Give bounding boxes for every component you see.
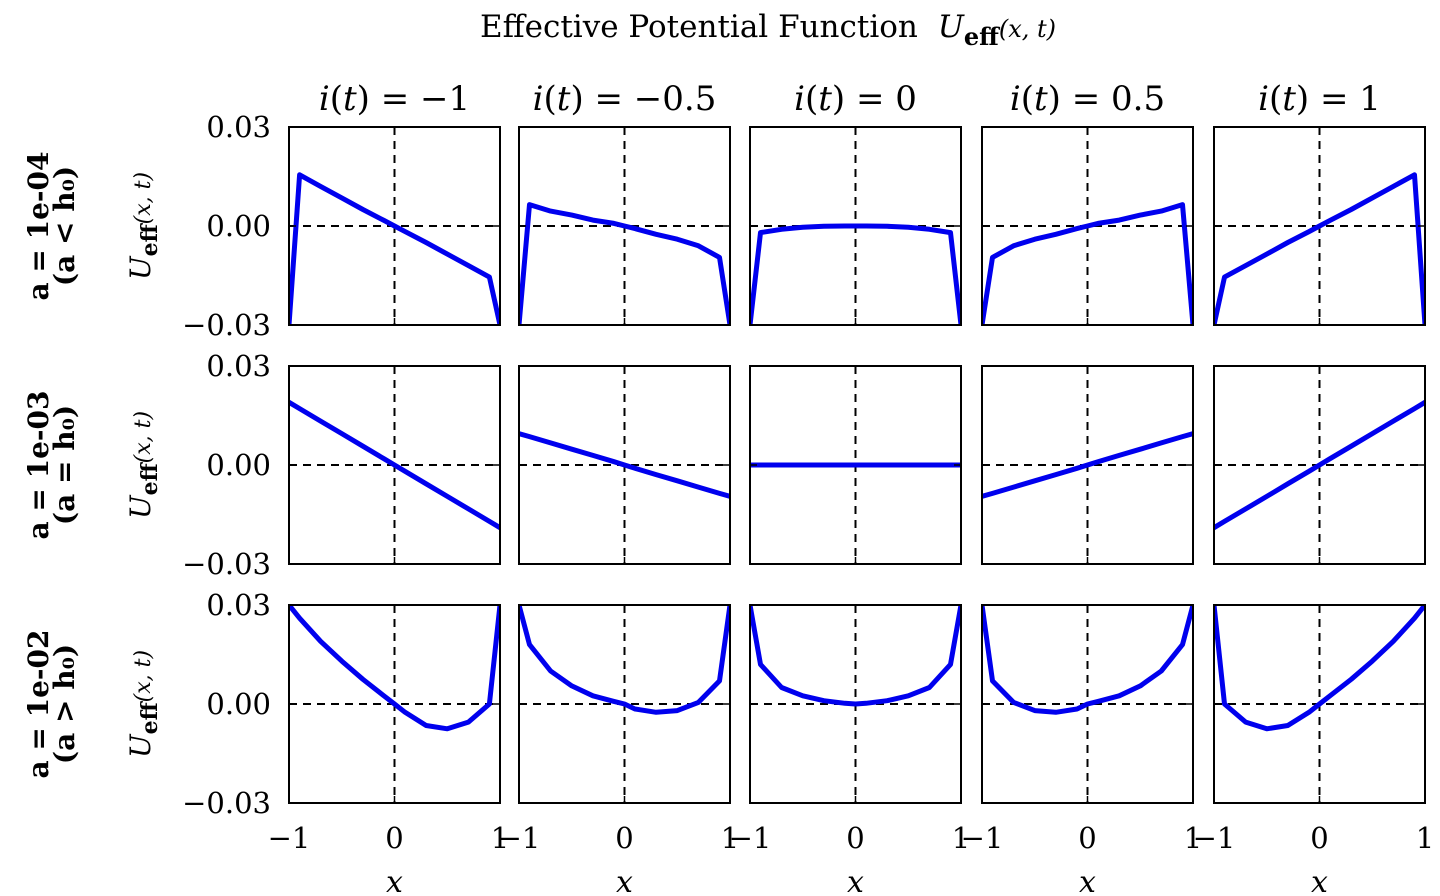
x-tick-label-c1-2: 1 bbox=[721, 821, 739, 855]
row-label-line2-0: (a < h₀) bbox=[48, 166, 81, 286]
series-line-r0-c3 bbox=[982, 202, 1193, 325]
column-label-0: i(t) = −1 bbox=[319, 79, 470, 119]
x-tick-label-c2-0: −1 bbox=[729, 821, 772, 855]
figure-title-math-base: U bbox=[938, 9, 965, 45]
series-line-r2-c3 bbox=[982, 605, 1193, 715]
column-label-1: i(t) = −0.5 bbox=[533, 79, 717, 119]
y-tick-label-r2-1: 0.00 bbox=[206, 687, 271, 721]
x-axis-label-2: x bbox=[847, 865, 864, 896]
y-axis-label-2: Ueff(x, t) bbox=[124, 650, 163, 758]
y-tick-label-r0-2: −0.03 bbox=[182, 308, 271, 342]
figure-title-math-sub: eff bbox=[964, 22, 1000, 51]
row-label-line2-1: (a = h₀) bbox=[48, 405, 81, 525]
column-label-3: i(t) = 0.5 bbox=[1010, 79, 1165, 119]
y-axis-label-0: Ueff(x, t) bbox=[124, 172, 163, 280]
y-tick-label-r1-0: 0.03 bbox=[206, 349, 271, 383]
x-tick-label-c0-0: −1 bbox=[268, 821, 311, 855]
column-label-4: i(t) = 1 bbox=[1258, 79, 1381, 119]
row-label-1: a = 1e-03(a = h₀) bbox=[22, 391, 81, 540]
series-line-r1-c1 bbox=[519, 431, 730, 499]
x-axis-label-4: x bbox=[1311, 865, 1328, 896]
y-axis-label-text-1: Ueff(x, t) bbox=[124, 411, 163, 519]
series-line-r0-c0 bbox=[289, 172, 500, 325]
series-line-r2-c0 bbox=[289, 605, 500, 732]
series-line-r1-c3 bbox=[982, 431, 1193, 499]
y-tick-label-r2-0: 0.03 bbox=[206, 588, 271, 622]
y-tick-label-r2-2: −0.03 bbox=[182, 786, 271, 820]
x-axis-label-1: x bbox=[616, 865, 633, 896]
y-axis-label-text-2: Ueff(x, t) bbox=[124, 650, 163, 758]
x-tick-label-c1-0: −1 bbox=[498, 821, 541, 855]
series-line-r0-c1 bbox=[519, 202, 730, 325]
x-axis-label-0: x bbox=[386, 865, 403, 896]
series-line-r2-c2 bbox=[750, 605, 961, 707]
x-tick-label-c3-1: 0 bbox=[1078, 821, 1096, 855]
y-axis-label-text-0: Ueff(x, t) bbox=[124, 172, 163, 280]
column-label-2: i(t) = 0 bbox=[794, 79, 917, 119]
y-tick-label-r1-2: −0.03 bbox=[182, 547, 271, 581]
y-tick-label-r0-1: 0.00 bbox=[206, 209, 271, 243]
row-label-line1-2: a = 1e-02 bbox=[22, 630, 55, 779]
figure-title-text: Effective Potential Function bbox=[480, 9, 918, 45]
row-label-line1-0: a = 1e-04 bbox=[22, 152, 55, 301]
x-tick-label-c3-2: 1 bbox=[1184, 821, 1202, 855]
y-tick-label-r1-1: 0.00 bbox=[206, 448, 271, 482]
y-axis-label-1: Ueff(x, t) bbox=[124, 411, 163, 519]
series-line-r0-c4 bbox=[1214, 172, 1425, 325]
series-line-r2-c4 bbox=[1214, 605, 1425, 732]
row-label-line2-2: (a > h₀) bbox=[48, 644, 81, 764]
row-label-2: a = 1e-02(a > h₀) bbox=[22, 630, 81, 779]
series-line-r2-c1 bbox=[519, 605, 730, 715]
x-tick-label-c4-1: 0 bbox=[1310, 821, 1328, 855]
figure-title: Effective Potential Function Ueff(x, t) bbox=[480, 9, 1056, 51]
x-tick-label-c2-1: 0 bbox=[846, 821, 864, 855]
series-line-r1-c0 bbox=[289, 399, 500, 531]
x-tick-label-c3-0: −1 bbox=[961, 821, 1004, 855]
series-line-r1-c4 bbox=[1214, 399, 1425, 531]
x-tick-label-c4-0: −1 bbox=[1193, 821, 1236, 855]
x-axis-label-3: x bbox=[1079, 865, 1096, 896]
x-tick-label-c2-2: 1 bbox=[952, 821, 970, 855]
x-tick-label-c1-1: 0 bbox=[615, 821, 633, 855]
figure-title-math-args: (x, t) bbox=[999, 15, 1056, 43]
row-label-0: a = 1e-04(a < h₀) bbox=[22, 152, 81, 301]
x-tick-label-c0-2: 1 bbox=[491, 821, 509, 855]
subplot-grid: i(t) = −1 i(t) = −0.5 i(t) = 0 i(t) = 0.5 i(… bbox=[22, 79, 1434, 896]
series-line-r0-c2 bbox=[750, 223, 961, 325]
row-label-line1-1: a = 1e-03 bbox=[22, 391, 55, 540]
y-tick-label-r0-0: 0.03 bbox=[206, 110, 271, 144]
x-tick-label-c4-2: 1 bbox=[1416, 821, 1434, 855]
x-tick-label-c0-1: 0 bbox=[385, 821, 403, 855]
